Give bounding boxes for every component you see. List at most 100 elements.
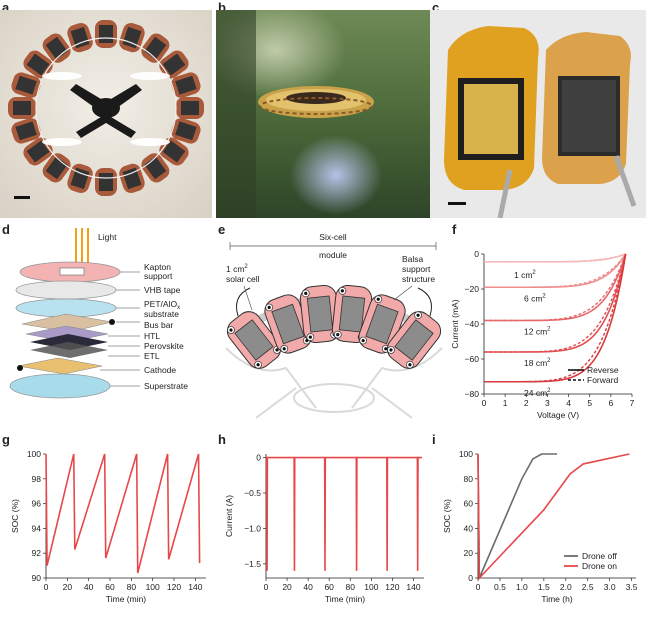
ring-cell [11, 72, 41, 98]
g-xtick: 100 [146, 582, 160, 592]
g-xtick: 140 [188, 582, 202, 592]
ring-cell [11, 118, 41, 144]
module-cell [226, 311, 282, 369]
i-xtick: 2.5 [582, 582, 594, 592]
g-ytick: 90 [32, 573, 42, 583]
label-cathode: Cathode [144, 365, 176, 375]
label-light: Light [98, 232, 117, 242]
g-xtick: 60 [105, 582, 115, 592]
i-xtick: 2.0 [560, 582, 572, 592]
f-series-forward [484, 253, 627, 383]
f-ytick: −60 [465, 354, 480, 364]
i-xtick: 1.5 [538, 582, 550, 592]
f-series-forward [484, 253, 627, 353]
module-cell [299, 284, 341, 344]
g-ytick: 100 [27, 449, 41, 459]
ring-cell [67, 163, 93, 194]
f-legend-forward: Forward [587, 375, 618, 385]
i-ytick: 60 [464, 499, 474, 509]
f-series-reverse [484, 253, 627, 353]
i-xtick: 3.0 [604, 582, 616, 592]
panel-letter-a: a [2, 0, 10, 15]
h-xtick: 20 [282, 582, 292, 592]
h-ytick: 0 [256, 453, 261, 463]
ring-cell [23, 137, 53, 166]
g-ylabel: SOC (%) [10, 499, 20, 533]
i-xtick: 0.5 [494, 582, 506, 592]
h-xtick: 100 [364, 582, 378, 592]
i-ytick: 0 [468, 573, 473, 583]
panel-letter-d: d [2, 222, 10, 237]
i-legend-entry: Drone off [582, 551, 617, 561]
h-ytick: −1.0 [244, 523, 261, 533]
i-xlabel: Time (h) [541, 594, 572, 604]
f-xtick: 7 [630, 398, 635, 408]
f-xtick: 0 [482, 398, 487, 408]
ring-cell [95, 168, 117, 196]
i-ytick: 40 [464, 523, 474, 533]
chart-f-iv-curves: 0 1 2 3 4 5 6 7 0 −20 −40 −60 −80 Voltage (V) Current … [450, 228, 646, 428]
label-balsa-1: Balsa [402, 254, 424, 264]
h-xtick: 40 [303, 582, 313, 592]
f-xtick: 4 [566, 398, 571, 408]
f-legend-reverse: Reverse [587, 365, 619, 375]
h-xtick: 120 [385, 582, 399, 592]
f-series-forward [484, 253, 626, 263]
photo-solar-cells [430, 10, 646, 218]
i-xtick: 0 [476, 582, 481, 592]
f-series-label: 1 cm2 [514, 270, 536, 280]
ring-cell [171, 118, 201, 144]
f-series-label: 24 cm2 [524, 388, 551, 398]
photo-drone-ring [0, 10, 212, 218]
label-module-1: Six-cell [319, 232, 347, 242]
label-module-2: module [319, 250, 347, 260]
g-ytick: 98 [32, 474, 42, 484]
f-series-reverse [484, 253, 627, 383]
ring-cell [171, 72, 201, 98]
h-ylabel: Current (A) [224, 495, 234, 537]
f-series-label: 12 cm2 [524, 327, 551, 337]
panel-letter-b: b [218, 0, 226, 15]
g-xtick: 20 [63, 582, 73, 592]
label-balsa-3: structure [402, 274, 435, 284]
ring-cell [119, 22, 145, 53]
panel-letter-c: c [432, 0, 440, 15]
g-series-soc [45, 453, 201, 574]
label-perovskite: Perovskite [144, 341, 184, 351]
ring-cell [67, 22, 93, 53]
i-ytick: 20 [464, 548, 474, 558]
f-xlabel: Voltage (V) [537, 410, 579, 420]
i-xtick: 1.0 [516, 582, 528, 592]
f-xtick: 6 [608, 398, 613, 408]
label-kapton: Kapton [144, 262, 171, 272]
label-etl: ETL [144, 351, 160, 361]
i-ytick: 100 [459, 449, 473, 459]
label-htl: HTL [144, 331, 160, 341]
f-series-reverse [484, 253, 626, 263]
label-balsa-2: support [402, 264, 431, 274]
f-ylabel: Current (mA) [450, 299, 460, 348]
ring-cell [159, 137, 189, 166]
g-ytick: 92 [32, 548, 42, 558]
ring-cell [23, 50, 53, 79]
h-xlabel: Time (min) [325, 594, 365, 604]
ring-cell [176, 97, 204, 119]
f-xtick: 3 [545, 398, 550, 408]
label-busbar: Bus bar [144, 320, 173, 330]
h-xtick: 140 [406, 582, 420, 592]
label-superstrate: Superstrate [144, 381, 188, 391]
f-ytick: −80 [465, 389, 480, 399]
label-vhb: VHB tape [144, 285, 181, 295]
h-xtick: 60 [324, 582, 334, 592]
panel-letter-f: f [452, 222, 457, 237]
label-support: support [144, 271, 173, 281]
module-cell [264, 294, 312, 354]
label-cell-2: solar cell [226, 274, 260, 284]
f-ytick: −20 [465, 284, 480, 294]
f-series-forward [484, 253, 627, 322]
label-pet: PET/AlOx [144, 299, 180, 311]
ring-cell [8, 97, 36, 119]
module-cell [386, 311, 442, 369]
chart-g-soc-cycles: 0 20 40 60 80 100 120 140 90 92 94 96 98 100 Time (min… [0, 440, 216, 612]
